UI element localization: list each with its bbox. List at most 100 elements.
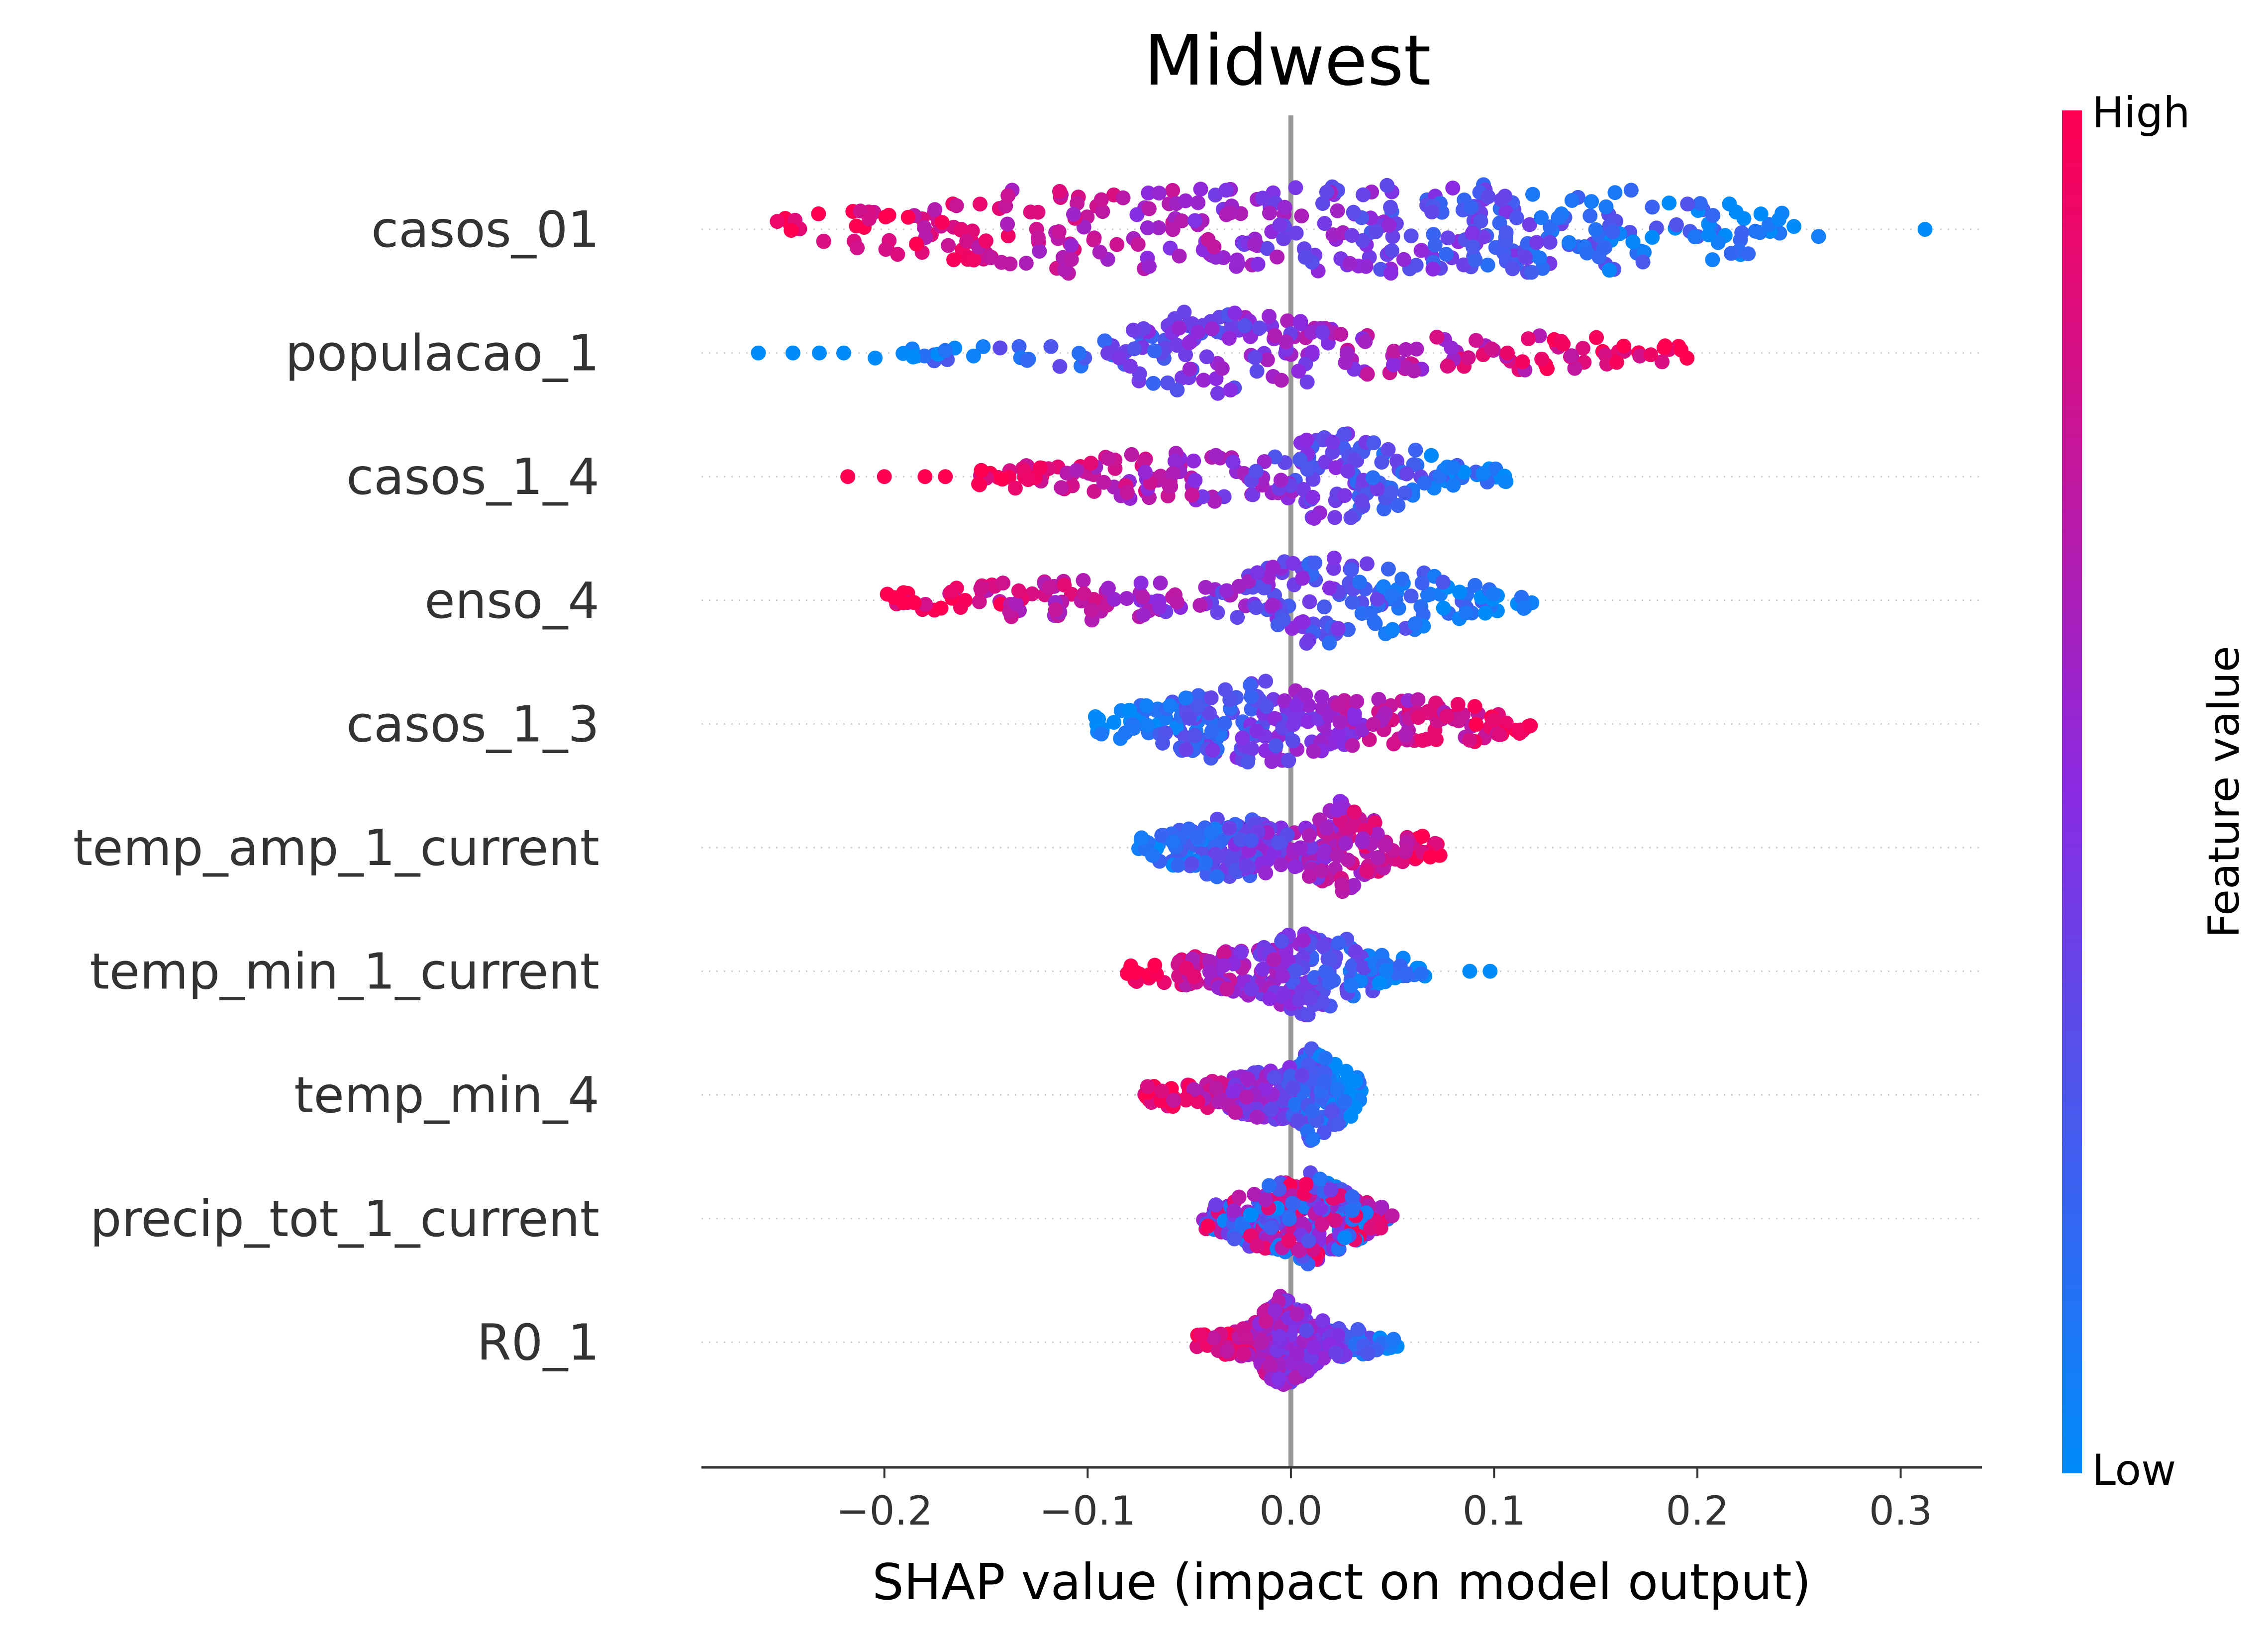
shap-point xyxy=(1315,1313,1330,1329)
shap-outlier-point xyxy=(877,469,892,484)
shap-point xyxy=(1468,252,1483,268)
shap-point xyxy=(1485,586,1501,602)
shap-point xyxy=(1218,183,1234,198)
shap-point xyxy=(862,211,877,227)
shap-point xyxy=(1064,252,1079,267)
shap-point xyxy=(1235,730,1250,746)
shap-point xyxy=(1182,711,1197,726)
shap-point xyxy=(1748,223,1763,239)
colorbar-low-label: Low xyxy=(2092,1445,2176,1495)
shap-point xyxy=(1321,975,1337,990)
shap-point xyxy=(1111,350,1127,366)
shap-point xyxy=(1463,199,1479,215)
shap-point xyxy=(1465,226,1480,241)
shap-point xyxy=(1705,208,1721,223)
shap-point xyxy=(1057,577,1072,593)
shap-point xyxy=(1258,1081,1273,1097)
shap-point xyxy=(1223,383,1238,398)
shap-point xyxy=(1316,1125,1332,1140)
shap-point xyxy=(1187,473,1203,488)
shap-point xyxy=(1371,692,1386,707)
shap-point xyxy=(1257,454,1272,469)
shap-point xyxy=(1366,717,1381,732)
shap-point xyxy=(1151,186,1167,201)
shap-point xyxy=(1019,353,1035,368)
shap-point xyxy=(811,206,826,221)
shap-point xyxy=(849,218,864,234)
shap-point xyxy=(941,238,956,253)
shap-point xyxy=(1575,341,1590,356)
shap-point xyxy=(1635,254,1651,270)
shap-point xyxy=(1285,1196,1300,1211)
shap-point xyxy=(1152,599,1167,615)
shap-point xyxy=(1359,864,1375,879)
shap-point xyxy=(1258,1192,1273,1207)
shap-point xyxy=(1452,584,1467,600)
shap-point xyxy=(1248,600,1264,615)
shap-point xyxy=(1480,257,1495,273)
shap-point xyxy=(1509,210,1524,225)
shap-point xyxy=(1669,217,1684,232)
shap-point xyxy=(1281,753,1296,769)
shap-point xyxy=(1276,612,1291,627)
shap-point xyxy=(1359,556,1375,572)
shap-point xyxy=(1285,733,1300,749)
shap-point xyxy=(1229,252,1245,268)
shap-point xyxy=(1244,981,1259,996)
shap-point xyxy=(1414,575,1430,590)
shap-point xyxy=(1154,828,1170,843)
shap-point xyxy=(1355,834,1370,850)
shap-point xyxy=(1596,240,1611,256)
shap-point xyxy=(1042,580,1057,595)
shap-point xyxy=(1267,328,1282,343)
x-tick-label: 0.0 xyxy=(1259,1488,1322,1534)
shap-point xyxy=(1323,1182,1339,1198)
shap-point xyxy=(1178,347,1193,363)
shap-point xyxy=(1216,946,1232,961)
shap-point xyxy=(1095,204,1110,219)
shap-point xyxy=(1314,1217,1330,1232)
shap-point xyxy=(1259,699,1274,714)
shap-point xyxy=(1373,1220,1388,1236)
shap-point xyxy=(1052,184,1067,199)
shap-point xyxy=(1741,246,1756,262)
shap-point xyxy=(1133,576,1149,591)
shap-point xyxy=(1210,605,1225,620)
shap-point xyxy=(1397,485,1412,501)
shap-point xyxy=(1304,1103,1320,1119)
shap-point xyxy=(1109,237,1125,252)
shap-point xyxy=(1330,848,1345,864)
shap-point xyxy=(1249,1238,1265,1253)
shap-point xyxy=(1480,189,1496,204)
shap-point xyxy=(1331,1116,1346,1132)
shap-point xyxy=(917,348,932,364)
shap-point xyxy=(1237,318,1253,333)
shap-point xyxy=(1184,487,1200,503)
shap-point xyxy=(1169,338,1184,353)
shap-point xyxy=(1283,1068,1298,1084)
shap-point xyxy=(1054,480,1069,495)
shap-point xyxy=(1786,219,1802,234)
shap-point xyxy=(1425,261,1441,277)
shap-point xyxy=(1134,830,1149,846)
shap-point xyxy=(1172,320,1187,336)
shap-point xyxy=(946,252,962,268)
shap-point xyxy=(1355,722,1370,738)
shap-point xyxy=(1662,195,1677,211)
shap-point xyxy=(1379,963,1394,978)
shap-point xyxy=(1338,836,1353,851)
shap-point xyxy=(1380,178,1395,193)
shap-point xyxy=(1043,339,1059,354)
shap-point xyxy=(1347,804,1362,820)
shap-point xyxy=(1736,211,1752,226)
shap-point xyxy=(1322,951,1338,966)
feature-label: populacao_1 xyxy=(285,324,599,383)
shap-point xyxy=(1417,476,1432,491)
shap-point xyxy=(1645,199,1660,215)
shap-point xyxy=(1374,1199,1389,1215)
shap-point xyxy=(1190,195,1206,210)
shap-point xyxy=(1386,1332,1401,1347)
shap-point xyxy=(1265,597,1280,613)
feature-label: R0_1 xyxy=(477,1313,599,1371)
shap-point xyxy=(1327,510,1343,525)
